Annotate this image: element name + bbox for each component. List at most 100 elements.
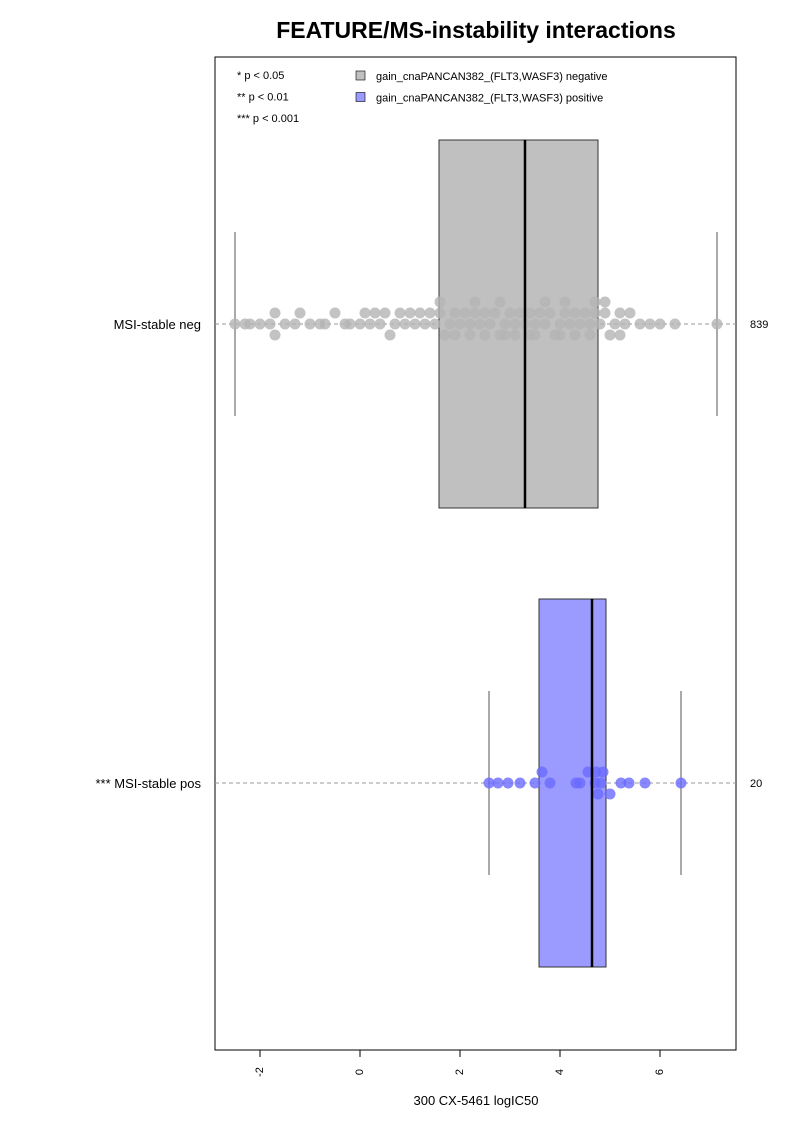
data-point [364, 318, 376, 330]
data-point [509, 329, 521, 341]
data-point [369, 307, 381, 319]
p-value-note: * p < 0.05 [237, 70, 284, 82]
data-point [614, 329, 626, 341]
data-point [529, 318, 541, 330]
data-point [379, 307, 391, 319]
x-tick-label: 0 [354, 1069, 366, 1075]
data-point [414, 307, 426, 319]
data-point [384, 329, 396, 341]
data-point [597, 766, 609, 778]
data-point [509, 318, 521, 330]
data-point [599, 296, 611, 308]
data-point [434, 307, 446, 319]
data-point [514, 307, 526, 319]
data-point [559, 307, 571, 319]
data-point [502, 777, 514, 789]
data-point [492, 777, 504, 789]
data-point [319, 318, 331, 330]
data-point [229, 318, 241, 330]
data-point [464, 318, 476, 330]
data-point [439, 329, 451, 341]
chart-title: FEATURE/MS-instability interactions [276, 17, 676, 43]
data-point [599, 307, 611, 319]
data-point [304, 318, 316, 330]
legend-swatch [355, 70, 366, 81]
x-axis-label: 300 CX-5461 logIC50 [413, 1093, 538, 1108]
legend-label: gain_cnaPANCAN382_(FLT3,WASF3) positive [376, 93, 603, 105]
data-point [619, 318, 631, 330]
data-point [374, 318, 386, 330]
data-point [344, 318, 356, 330]
data-point [294, 307, 306, 319]
data-point [424, 307, 436, 319]
data-point [469, 307, 481, 319]
data-point [404, 307, 416, 319]
data-point [589, 307, 601, 319]
data-point [459, 307, 471, 319]
data-point [389, 318, 401, 330]
data-point [409, 318, 421, 330]
data-point [469, 296, 481, 308]
data-point [536, 766, 548, 778]
data-point [504, 307, 516, 319]
data-point [574, 318, 586, 330]
data-point [489, 307, 501, 319]
data-point [669, 318, 681, 330]
data-point [554, 329, 566, 341]
data-point [444, 318, 456, 330]
data-point [623, 777, 635, 789]
data-point [399, 318, 411, 330]
data-point [434, 296, 446, 308]
data-point [514, 777, 526, 789]
x-tick-label: -2 [254, 1067, 266, 1077]
data-point [499, 318, 511, 330]
data-point [529, 329, 541, 341]
data-point [644, 318, 656, 330]
legend-swatch [355, 92, 366, 102]
data-point [569, 329, 581, 341]
data-point [329, 307, 341, 319]
data-point [624, 307, 636, 319]
data-point [479, 329, 491, 341]
data-point [609, 318, 621, 330]
data-point [254, 318, 266, 330]
data-point [711, 318, 723, 330]
data-point [269, 307, 281, 319]
data-point [483, 777, 495, 789]
data-point [464, 329, 476, 341]
data-point [454, 318, 466, 330]
x-tick-label: 6 [654, 1069, 666, 1075]
data-point [279, 318, 291, 330]
data-point [474, 318, 486, 330]
data-point [479, 307, 491, 319]
data-point [574, 777, 586, 789]
data-point [675, 777, 687, 789]
data-point [499, 329, 511, 341]
data-point [589, 296, 601, 308]
data-point [569, 307, 581, 319]
data-point [559, 296, 571, 308]
data-point [639, 777, 651, 789]
data-point [534, 307, 546, 319]
data-point [554, 318, 566, 330]
data-point [449, 329, 461, 341]
legend-label: gain_cnaPANCAN382_(FLT3,WASF3) negative [376, 71, 608, 83]
data-point [614, 307, 626, 319]
x-tick-label: 4 [554, 1069, 566, 1075]
data-point [394, 307, 406, 319]
data-point [354, 318, 366, 330]
data-point [529, 777, 541, 789]
data-point [564, 318, 576, 330]
data-point [592, 788, 604, 800]
data-point [634, 318, 646, 330]
data-point [544, 777, 556, 789]
data-point [579, 307, 591, 319]
data-point [594, 318, 606, 330]
data-point [269, 329, 281, 341]
data-point [544, 307, 556, 319]
x-tick-label: 2 [454, 1069, 466, 1075]
data-point [244, 318, 256, 330]
data-point [595, 777, 607, 789]
